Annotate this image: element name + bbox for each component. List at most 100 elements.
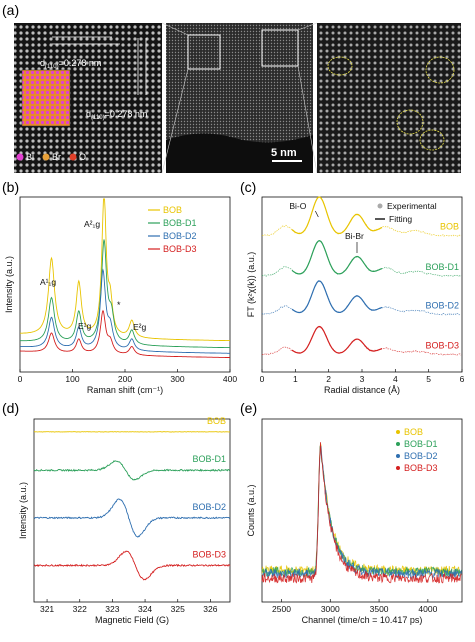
d-spacing-label-1: d(110)=0.278 nm bbox=[40, 58, 101, 70]
legend-br: Br bbox=[52, 152, 61, 162]
exafs-fit-BOB bbox=[291, 196, 383, 235]
raman-legend-0: BOB bbox=[163, 205, 182, 215]
panel-letter-a: (a) bbox=[2, 2, 19, 18]
exafs-fit-BOB-D3 bbox=[291, 325, 383, 354]
epr-frame bbox=[33, 418, 231, 603]
exafs-legend-exp-marker bbox=[377, 203, 383, 209]
pals-xtick-label-2: 3500 bbox=[370, 604, 389, 614]
epr-xtick-label-5: 326 bbox=[203, 604, 217, 614]
element-legend: Bi Br O bbox=[16, 152, 86, 162]
raman-xtick-label-3: 300 bbox=[170, 374, 184, 384]
raman-ylabel: Intensity (a.u.) bbox=[4, 256, 14, 313]
pals-ylabel: Counts (a.u.) bbox=[246, 484, 256, 536]
raman-annot-e1g: E¹g bbox=[78, 321, 92, 331]
exafs-ylabel: FT (k²χ(k)) (a.u.) bbox=[246, 252, 256, 318]
exafs-series-label-0: BOB bbox=[440, 222, 459, 232]
raman-legend-3: BOB-D3 bbox=[163, 244, 197, 254]
exafs-xtick-label-0: 0 bbox=[260, 374, 265, 384]
epr-xtick-label-2: 323 bbox=[105, 604, 119, 614]
epr-series-BOB-D3 bbox=[33, 550, 231, 581]
raman-legend-1: BOB-D1 bbox=[163, 218, 197, 228]
legend-bi: Bi bbox=[26, 152, 34, 162]
pals-series-BOB-D2 bbox=[261, 445, 462, 580]
raman-series-BOB-D3 bbox=[20, 309, 230, 358]
exafs-xlabel: Radial distance (Å) bbox=[324, 385, 400, 395]
exafs-xtick-label-3: 3 bbox=[360, 374, 365, 384]
raman-annot-e2g: E²g bbox=[133, 322, 147, 332]
exafs-annot-bibr: Bi-Br bbox=[345, 231, 364, 241]
epr-series-BOB-D2 bbox=[33, 498, 231, 538]
panel-letter-e: (e) bbox=[240, 400, 257, 416]
zoom-box-right bbox=[261, 29, 299, 67]
panel-letter-b: (b) bbox=[2, 179, 19, 195]
pals-frame bbox=[261, 418, 463, 603]
exafs-xtick-label-5: 5 bbox=[426, 374, 431, 384]
crystal-inset bbox=[21, 69, 71, 127]
exafs-series-label-2: BOB-D2 bbox=[425, 300, 459, 310]
raman-xtick-label-1: 100 bbox=[65, 374, 79, 384]
epr-series-label-0: BOB bbox=[207, 416, 226, 426]
pals-legend-0: BOB bbox=[404, 427, 423, 437]
raman-annot-star: * bbox=[117, 300, 121, 310]
micrograph-right bbox=[317, 23, 461, 173]
exafs-fit-BOB-D1 bbox=[291, 240, 383, 275]
chart-epr: 321 322 323 324 325 326 Magnetic Field (G) Inte… bbox=[18, 416, 231, 625]
panel-letter-c: (c) bbox=[240, 179, 256, 195]
raman-xlabel: Raman shift (cm⁻¹) bbox=[87, 385, 163, 395]
pals-legend-1: BOB-D1 bbox=[404, 439, 438, 449]
epr-xtick-label-0: 321 bbox=[40, 604, 54, 614]
epr-series-BOB-D1 bbox=[33, 460, 231, 481]
raman-series-BOB-D1 bbox=[20, 239, 231, 349]
exafs-fit-BOB-D2 bbox=[291, 280, 383, 314]
pals-legend-2: BOB-D2 bbox=[404, 451, 438, 461]
epr-ylabel: Intensity (a.u.) bbox=[18, 482, 28, 539]
raman-xtick-label-2: 200 bbox=[118, 374, 132, 384]
epr-xlabel: Magnetic Field (G) bbox=[95, 615, 169, 625]
legend-o: O bbox=[79, 152, 86, 162]
epr-xtick-label-1: 322 bbox=[73, 604, 87, 614]
pals-legend-marker-2 bbox=[396, 454, 400, 458]
epr-series-label-1: BOB-D1 bbox=[192, 454, 226, 464]
exafs-xtick-label-1: 1 bbox=[293, 374, 298, 384]
raman-legend-2: BOB-D2 bbox=[163, 231, 197, 241]
exafs-series-label-3: BOB-D3 bbox=[425, 341, 459, 351]
epr-xtick-label-4: 325 bbox=[171, 604, 185, 614]
epr-series-label-2: BOB-D2 bbox=[192, 502, 226, 512]
raman-annot-a1g: A¹₁g bbox=[40, 277, 56, 287]
chart-exafs: 0 1 2 3 4 5 6 Radial distance (Å) FT (k²χ(k)) (a… bbox=[246, 196, 465, 395]
exafs-annot-bio-arrow bbox=[315, 210, 319, 218]
scale-bar-label: 5 nm bbox=[271, 147, 297, 159]
exafs-legend-exp: Experimental bbox=[387, 201, 437, 211]
pals-xtick-label-0: 2500 bbox=[272, 604, 291, 614]
exafs-xtick-label-4: 4 bbox=[393, 374, 398, 384]
exafs-exp-BOB-D2 bbox=[261, 279, 461, 316]
micrograph-left: d(110)=0.278 nm d(110)=0.278 nm Bi Br O bbox=[14, 23, 162, 173]
raman-series-BOB-D2 bbox=[20, 268, 230, 354]
exafs-legend-fit: Fitting bbox=[389, 214, 412, 224]
exafs-xtick-label-6: 6 bbox=[460, 374, 465, 384]
raman-annot-a2g: A²₁g bbox=[84, 219, 100, 229]
raman-xtick-label-4: 400 bbox=[223, 374, 237, 384]
pals-series-BOB-D3 bbox=[261, 442, 462, 584]
d-spacing-label-2: d(110)=0.278 nm bbox=[86, 109, 147, 121]
micrograph-center: 5 nm bbox=[161, 22, 318, 174]
exafs-annot-bio: Bi-O bbox=[289, 201, 306, 211]
pals-legend-3: BOB-D3 bbox=[404, 463, 438, 473]
pals-xtick-label-3: 4000 bbox=[418, 604, 437, 614]
pals-xlabel: Channel (time/ch = 10.417 ps) bbox=[302, 615, 423, 625]
raman-series-BOB bbox=[20, 198, 230, 342]
exafs-series-label-1: BOB-D1 bbox=[425, 262, 459, 272]
epr-series-label-3: BOB-D3 bbox=[192, 549, 226, 559]
pals-xtick-label-1: 3000 bbox=[321, 604, 340, 614]
pals-legend-marker-0 bbox=[396, 430, 400, 434]
pals-legend-marker-1 bbox=[396, 442, 400, 446]
zoom-box-left bbox=[187, 34, 221, 70]
panel-letter-d: (d) bbox=[2, 400, 19, 416]
chart-raman: 0 100 200 300 400 Raman shift (cm⁻¹) Intensity… bbox=[4, 196, 237, 395]
raman-xtick-label-0: 0 bbox=[18, 374, 23, 384]
exafs-xtick-label-2: 2 bbox=[326, 374, 331, 384]
epr-xtick-label-3: 324 bbox=[138, 604, 152, 614]
pals-legend-marker-3 bbox=[396, 466, 400, 470]
